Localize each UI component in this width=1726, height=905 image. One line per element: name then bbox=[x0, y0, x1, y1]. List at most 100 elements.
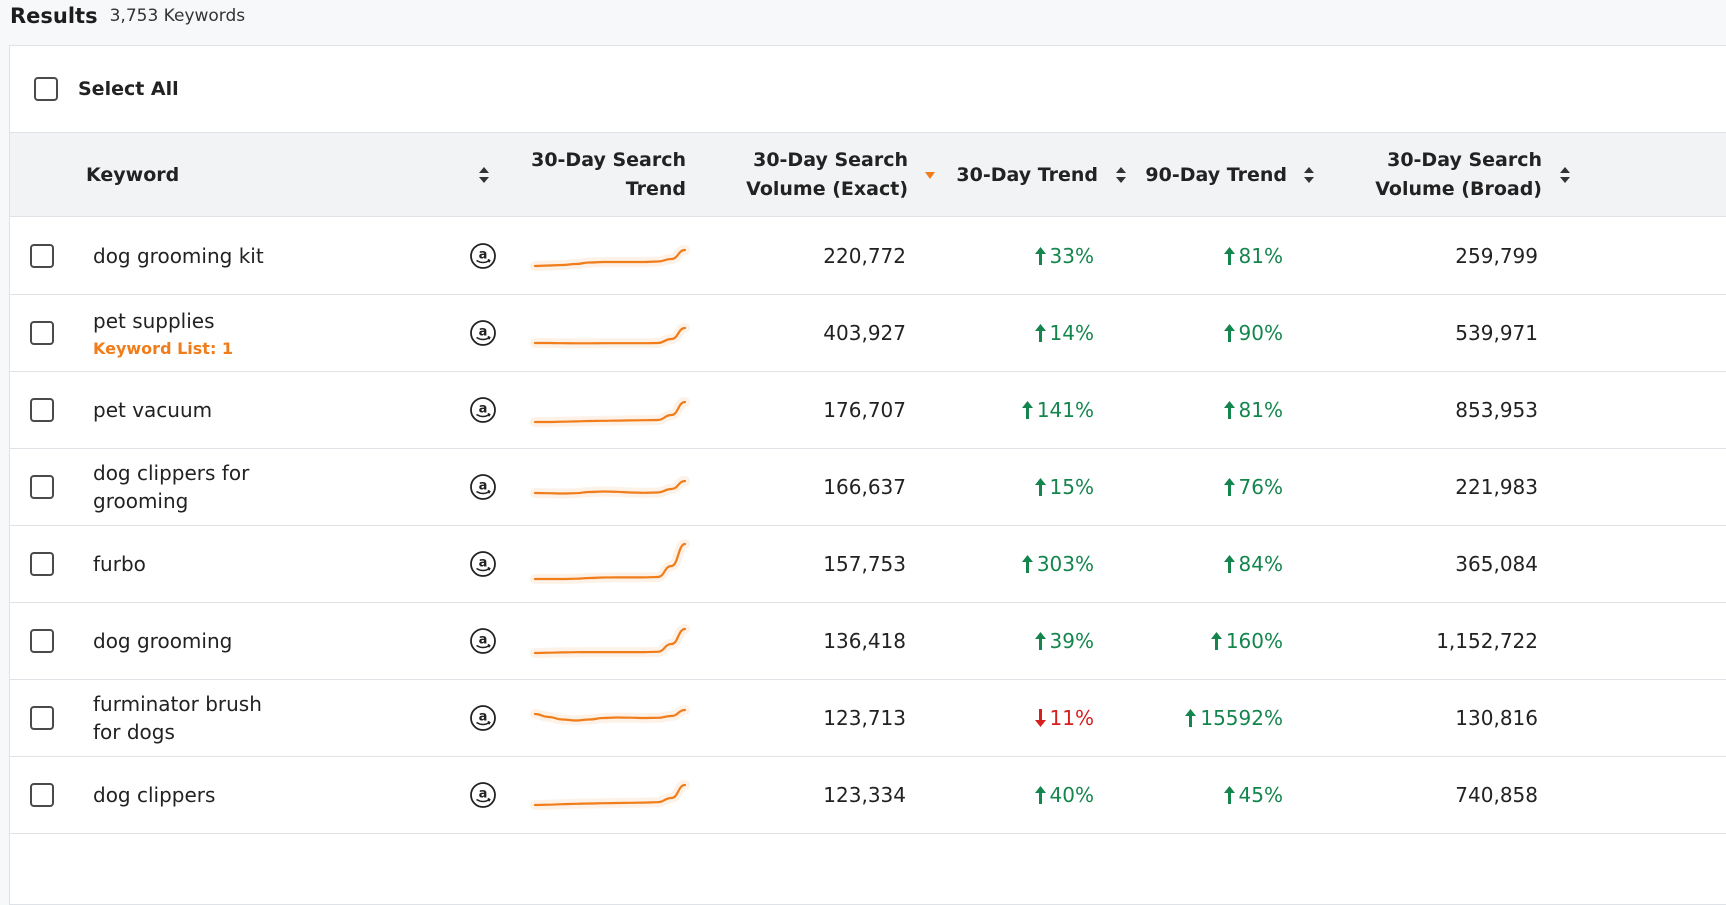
search-trend-sparkline bbox=[530, 245, 690, 271]
trend-30-percent: 14% bbox=[1049, 321, 1094, 345]
column-header-trend-90-label: 90-Day Trend bbox=[1145, 163, 1287, 186]
volume-broad-value: 740,858 bbox=[1455, 783, 1538, 807]
results-panel: Select All Keyword 30-Day Search Trend 3… bbox=[9, 45, 1726, 905]
search-trend-sparkline bbox=[530, 476, 690, 499]
column-header-trend-30[interactable]: 30-Day Trend bbox=[950, 133, 1098, 217]
trend-30-percent: 39% bbox=[1049, 629, 1094, 653]
trend-30-percent: 15% bbox=[1049, 475, 1094, 499]
keyword-text[interactable]: dog grooming kit bbox=[93, 242, 264, 270]
column-header-volume-exact[interactable]: 30-Day Search Volume (Exact) bbox=[740, 133, 908, 217]
row-checkbox[interactable] bbox=[30, 398, 54, 422]
keyword-text[interactable]: dog clippers bbox=[93, 781, 215, 809]
trend-90-value: 15592% bbox=[1184, 706, 1283, 730]
table-row[interactable]: furminator brush for dogs a 123,713 bbox=[10, 680, 1726, 757]
sort-trend-30-icon[interactable] bbox=[1114, 163, 1128, 187]
keyword-cell: furbo bbox=[93, 550, 146, 578]
amazon-icon[interactable]: a bbox=[469, 627, 497, 655]
select-all-checkbox[interactable] bbox=[34, 77, 58, 101]
amazon-icon[interactable]: a bbox=[469, 781, 497, 809]
sort-keyword-icon[interactable] bbox=[477, 163, 491, 187]
trend-30-value: 11% bbox=[1034, 706, 1094, 730]
row-checkbox[interactable] bbox=[30, 321, 54, 345]
amazon-icon[interactable]: a bbox=[469, 396, 497, 424]
column-header-trend-90[interactable]: 90-Day Trend bbox=[1140, 133, 1287, 217]
table-row[interactable]: pet vacuum a 176,707 141% bbox=[10, 372, 1726, 449]
keyword-text[interactable]: dog grooming bbox=[93, 627, 232, 655]
trend-90-percent: 45% bbox=[1238, 783, 1283, 807]
row-checkbox[interactable] bbox=[30, 552, 54, 576]
trend-90-percent: 15592% bbox=[1200, 706, 1283, 730]
row-checkbox[interactable] bbox=[30, 629, 54, 653]
trend-up-arrow-icon bbox=[1034, 785, 1047, 805]
column-header-search-trend-line2: Trend bbox=[625, 178, 686, 200]
trend-30-value: 39% bbox=[1034, 629, 1094, 653]
trend-down-arrow-icon bbox=[1034, 708, 1047, 728]
row-checkbox[interactable] bbox=[30, 706, 54, 730]
results-header: Results 3,753 Keywords bbox=[10, 0, 245, 32]
table-row[interactable]: pet supplies Keyword List: 1 a 403,927 bbox=[10, 295, 1726, 372]
trend-90-value: 160% bbox=[1210, 629, 1283, 653]
search-trend-sparkline bbox=[530, 539, 690, 584]
table-row[interactable]: dog clippers for grooming a 166,637 bbox=[10, 449, 1726, 526]
svg-text:a: a bbox=[479, 633, 488, 648]
select-all-label: Select All bbox=[78, 78, 179, 100]
search-trend-sparkline bbox=[530, 780, 690, 810]
keyword-text[interactable]: furbo bbox=[93, 550, 146, 578]
trend-30-percent: 303% bbox=[1036, 552, 1094, 576]
amazon-icon[interactable]: a bbox=[469, 242, 497, 270]
search-trend-sparkline bbox=[530, 705, 690, 726]
table-row[interactable]: dog clippers a 123,334 40% bbox=[10, 757, 1726, 834]
keyword-text[interactable]: dog clippers for grooming bbox=[93, 459, 249, 515]
sort-volume-broad-icon[interactable] bbox=[1558, 163, 1572, 187]
row-checkbox[interactable] bbox=[30, 475, 54, 499]
trend-90-value: 76% bbox=[1223, 475, 1283, 499]
column-header-volume-broad-line1: 30-Day Search bbox=[1387, 149, 1542, 171]
volume-broad-value: 259,799 bbox=[1455, 244, 1538, 268]
keyword-text-line: dog grooming bbox=[93, 629, 233, 653]
trend-30-percent: 11% bbox=[1049, 706, 1094, 730]
amazon-icon[interactable]: a bbox=[469, 704, 497, 732]
trend-90-value: 84% bbox=[1223, 552, 1283, 576]
trend-90-value: 81% bbox=[1223, 398, 1283, 422]
sort-desc-active-icon[interactable] bbox=[923, 163, 937, 187]
trend-30-percent: 141% bbox=[1036, 398, 1094, 422]
amazon-icon[interactable]: a bbox=[469, 319, 497, 347]
trend-90-value: 45% bbox=[1223, 783, 1283, 807]
trend-90-percent: 81% bbox=[1238, 398, 1283, 422]
trend-30-value: 15% bbox=[1034, 475, 1094, 499]
svg-text:a: a bbox=[479, 479, 488, 494]
table-row[interactable]: furbo a 157,753 303% bbox=[10, 526, 1726, 603]
amazon-icon[interactable]: a bbox=[469, 473, 497, 501]
row-checkbox[interactable] bbox=[30, 244, 54, 268]
keyword-text[interactable]: pet supplies bbox=[93, 307, 233, 335]
svg-text:a: a bbox=[479, 787, 488, 802]
keyword-text[interactable]: furminator brush for dogs bbox=[93, 690, 262, 746]
trend-30-value: 303% bbox=[1021, 552, 1094, 576]
trend-up-arrow-icon bbox=[1223, 323, 1236, 343]
trend-90-percent: 160% bbox=[1225, 629, 1283, 653]
trend-90-percent: 81% bbox=[1238, 244, 1283, 268]
trend-30-value: 14% bbox=[1034, 321, 1094, 345]
sort-trend-90-icon[interactable] bbox=[1302, 163, 1316, 187]
amazon-icon[interactable]: a bbox=[469, 550, 497, 578]
trend-up-arrow-icon bbox=[1210, 631, 1223, 651]
keyword-text-line: pet vacuum bbox=[93, 398, 213, 422]
results-title: Results bbox=[10, 4, 98, 28]
column-header-volume-broad[interactable]: 30-Day Search Volume (Broad) bbox=[1360, 133, 1542, 217]
volume-exact-value: 403,927 bbox=[823, 321, 906, 345]
trend-up-arrow-icon bbox=[1021, 400, 1034, 420]
row-checkbox[interactable] bbox=[30, 783, 54, 807]
keyword-text[interactable]: pet vacuum bbox=[93, 396, 212, 424]
table-row[interactable]: dog grooming a 136,418 39% bbox=[10, 603, 1726, 680]
trend-up-arrow-icon bbox=[1021, 554, 1034, 574]
svg-text:a: a bbox=[479, 325, 488, 340]
keyword-list-tag[interactable]: Keyword List: 1 bbox=[93, 339, 234, 358]
trend-up-arrow-icon bbox=[1223, 554, 1236, 574]
trend-up-arrow-icon bbox=[1223, 785, 1236, 805]
keyword-text-line: for dogs bbox=[93, 720, 175, 744]
column-header-volume-exact-line1: 30-Day Search bbox=[753, 149, 908, 171]
table-row[interactable]: dog grooming kit a 220,772 33% bbox=[10, 218, 1726, 295]
column-header-keyword[interactable]: Keyword bbox=[86, 133, 386, 217]
column-header-search-trend[interactable]: 30-Day Search Trend bbox=[530, 133, 686, 217]
trend-30-percent: 40% bbox=[1049, 783, 1094, 807]
